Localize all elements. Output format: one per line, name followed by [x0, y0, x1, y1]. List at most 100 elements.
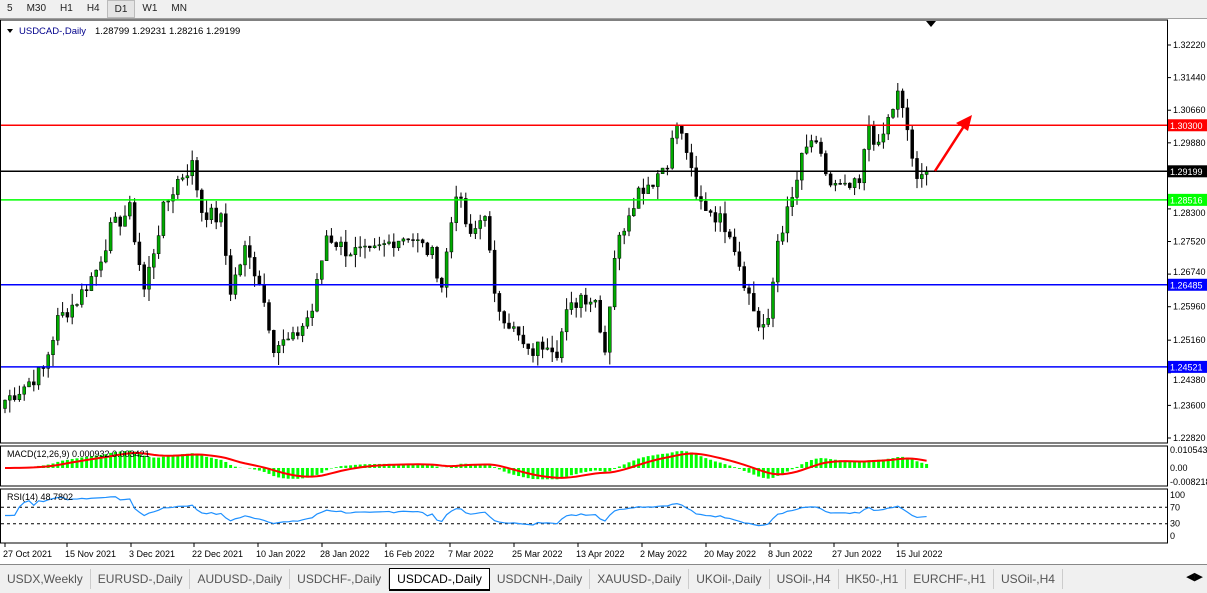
date-tick-label: 7 Mar 2022: [448, 549, 494, 559]
candle-body: [94, 269, 98, 277]
timeframe-MN[interactable]: MN: [171, 3, 187, 14]
candle-body: [588, 301, 593, 305]
macd-label: MACD(12,26,9) 0.000932 0.003421: [7, 449, 150, 459]
candle-body: [675, 125, 679, 139]
price-tick-label: 1.28300: [1173, 208, 1206, 218]
candle-body: [569, 302, 574, 310]
candle-body: [406, 238, 410, 241]
rsi-line: [5, 496, 927, 527]
chart-tab[interactable]: EURCHF-,H1: [906, 569, 994, 589]
candle-body: [488, 216, 492, 251]
candle-body: [718, 213, 722, 223]
candle-body: [550, 347, 554, 353]
candle-body: [603, 331, 607, 353]
candle-body: [900, 90, 905, 109]
candle-body: [8, 395, 12, 401]
candle-body: [843, 182, 847, 185]
candle-body: [305, 317, 310, 327]
candle-body: [728, 231, 732, 238]
chart-tab[interactable]: AUDUSD-,Daily: [190, 569, 291, 589]
price-tick-label: 1.25160: [1173, 335, 1206, 345]
macd-panel: [0, 445, 1168, 487]
tabs-scroll-arrows[interactable]: ◀▶: [1186, 571, 1203, 583]
level-price-badge: [1168, 278, 1207, 291]
candle-body: [416, 239, 420, 241]
price-tick-label: 1.26740: [1173, 267, 1206, 277]
candle-body: [41, 367, 46, 369]
price-tick-label: 1.27520: [1173, 237, 1206, 247]
candle-body: [737, 251, 742, 267]
candle-body: [291, 332, 295, 340]
candle-body: [200, 189, 204, 213]
candle-body: [51, 340, 55, 356]
candle-body: [742, 266, 746, 289]
date-tick-label: 2 May 2022: [640, 549, 687, 559]
chart-tab[interactable]: XAUUSD-,Daily: [590, 569, 690, 589]
chart-tab[interactable]: USOil-,H4: [994, 569, 1063, 589]
candle-body: [344, 241, 348, 257]
date-tick-label: 27 Jun 2022: [832, 549, 882, 559]
candle-body: [862, 149, 866, 184]
candle-body: [641, 187, 646, 194]
candle-body: [128, 202, 132, 217]
candle-body: [339, 241, 343, 247]
candle-body: [3, 399, 7, 409]
candle-body: [214, 207, 218, 223]
price-chart[interactable]: 1.32220 1.31440 1.30660 1.29880 1.28300 1.275…: [0, 19, 1207, 564]
candle-body: [27, 381, 31, 388]
chart-tab[interactable]: USOil-,H4: [770, 569, 839, 589]
candle-body: [790, 197, 794, 207]
candle-body: [780, 232, 785, 242]
timeframe-M30[interactable]: M30: [26, 3, 47, 14]
candle-body: [852, 178, 857, 188]
candle-body: [286, 338, 290, 341]
price-tick-label: 1.22820: [1173, 433, 1206, 443]
candle-body: [579, 294, 583, 308]
candle-body: [622, 230, 626, 236]
candle-body: [425, 242, 430, 256]
candle-body: [377, 244, 382, 247]
chart-tab[interactable]: USDCHF-,Daily: [290, 569, 390, 589]
candle-body: [814, 140, 818, 143]
candle-body: [180, 177, 185, 180]
candle-body: [521, 334, 526, 345]
candle-body: [857, 178, 862, 184]
candle-body: [449, 222, 454, 253]
candle-body: [699, 196, 703, 202]
chart-tab[interactable]: UKOil-,Daily: [689, 569, 770, 589]
candle-body: [113, 216, 118, 223]
candle-body: [89, 276, 94, 291]
candle-body: [670, 137, 674, 169]
candle-body: [171, 194, 175, 202]
date-tick-label: 15 Jul 2022: [896, 549, 943, 559]
price-tick-label: 1.30660: [1173, 105, 1206, 115]
timeframe-D1[interactable]: D1: [106, 0, 136, 18]
candle-body: [392, 241, 396, 249]
candle-body: [137, 241, 142, 265]
chart-tab[interactable]: USDX,Weekly: [0, 569, 91, 589]
candle-body: [713, 212, 718, 223]
timeframe-H1[interactable]: H1: [60, 3, 73, 14]
candle-body: [281, 339, 286, 346]
candle-body: [310, 310, 314, 318]
level-price-badge: [1168, 193, 1207, 206]
candle-body: [507, 322, 511, 329]
chart-tab[interactable]: USDCAD-,Daily: [389, 567, 490, 591]
candle-body: [224, 213, 228, 256]
candle-body: [262, 284, 266, 303]
date-tick-label: 10 Jan 2022: [256, 549, 306, 559]
timeframe-W1[interactable]: W1: [142, 3, 158, 14]
candle-body: [329, 235, 334, 243]
chart-tab[interactable]: HK50-,H1: [839, 569, 907, 589]
chart-tab[interactable]: EURUSD-,Daily: [91, 569, 191, 589]
candle-body: [324, 235, 329, 261]
timeframe-H4[interactable]: H4: [86, 3, 100, 14]
candle-body: [132, 202, 137, 243]
candle-body: [300, 325, 305, 336]
candle-body: [70, 304, 74, 318]
timeframe-5[interactable]: 5: [7, 3, 13, 14]
chart-tab[interactable]: USDCNH-,Daily: [490, 569, 591, 589]
macd-tick-label: 0.00: [1170, 463, 1188, 473]
level-price-label: 1.26485: [1170, 280, 1203, 290]
candle-body: [363, 245, 367, 248]
